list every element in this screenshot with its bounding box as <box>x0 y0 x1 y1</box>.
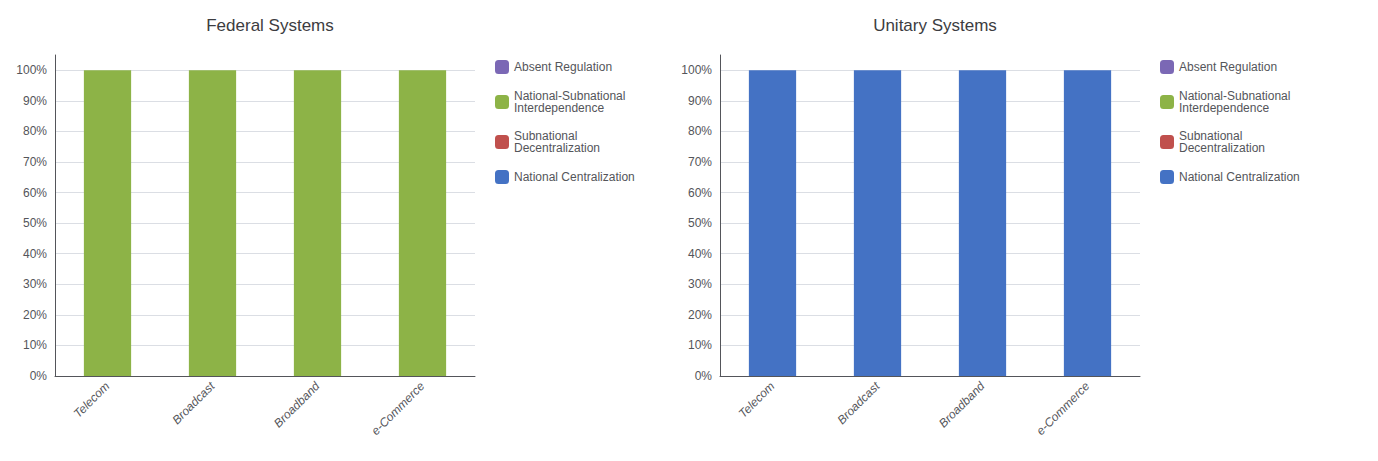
svg-text:Federal Systems: Federal Systems <box>206 16 334 35</box>
svg-text:Broadcast: Broadcast <box>169 379 218 428</box>
svg-text:50%: 50% <box>23 216 47 230</box>
svg-text:National-Subnational: National-Subnational <box>514 89 626 103</box>
svg-text:100%: 100% <box>16 63 47 77</box>
svg-text:100%: 100% <box>681 63 712 77</box>
svg-text:Broadcast: Broadcast <box>834 379 883 428</box>
svg-text:70%: 70% <box>688 155 712 169</box>
svg-text:Absent Regulation: Absent Regulation <box>1179 60 1277 74</box>
svg-text:0%: 0% <box>30 369 48 383</box>
svg-text:50%: 50% <box>688 216 712 230</box>
svg-text:Broadband: Broadband <box>271 379 323 431</box>
svg-text:20%: 20% <box>688 308 712 322</box>
svg-text:40%: 40% <box>688 247 712 261</box>
svg-text:Telecom: Telecom <box>736 379 778 421</box>
svg-text:Decentralization: Decentralization <box>1179 141 1265 155</box>
svg-text:e-Commerce: e-Commerce <box>369 379 428 438</box>
svg-text:90%: 90% <box>688 94 712 108</box>
svg-text:Telecom: Telecom <box>71 379 113 421</box>
svg-text:90%: 90% <box>23 94 47 108</box>
svg-text:Absent Regulation: Absent Regulation <box>514 60 612 74</box>
svg-text:National Centralization: National Centralization <box>1179 170 1300 184</box>
svg-text:Broadband: Broadband <box>936 379 988 431</box>
svg-text:Interdependence: Interdependence <box>514 101 604 115</box>
svg-text:30%: 30% <box>688 277 712 291</box>
svg-text:40%: 40% <box>23 247 47 261</box>
svg-text:60%: 60% <box>688 186 712 200</box>
svg-text:National-Subnational: National-Subnational <box>1179 89 1291 103</box>
svg-text:20%: 20% <box>23 308 47 322</box>
svg-text:70%: 70% <box>23 155 47 169</box>
svg-text:e-Commerce: e-Commerce <box>1034 379 1093 438</box>
svg-text:80%: 80% <box>688 124 712 138</box>
svg-text:Unitary Systems: Unitary Systems <box>873 16 997 35</box>
svg-text:30%: 30% <box>23 277 47 291</box>
svg-text:60%: 60% <box>23 186 47 200</box>
svg-text:0%: 0% <box>695 369 713 383</box>
svg-text:National Centralization: National Centralization <box>514 170 635 184</box>
svg-text:10%: 10% <box>688 338 712 352</box>
svg-text:10%: 10% <box>23 338 47 352</box>
svg-text:Interdependence: Interdependence <box>1179 101 1269 115</box>
svg-text:Subnational: Subnational <box>514 129 578 143</box>
svg-text:80%: 80% <box>23 124 47 138</box>
svg-text:Subnational: Subnational <box>1179 129 1243 143</box>
svg-text:Decentralization: Decentralization <box>514 141 600 155</box>
